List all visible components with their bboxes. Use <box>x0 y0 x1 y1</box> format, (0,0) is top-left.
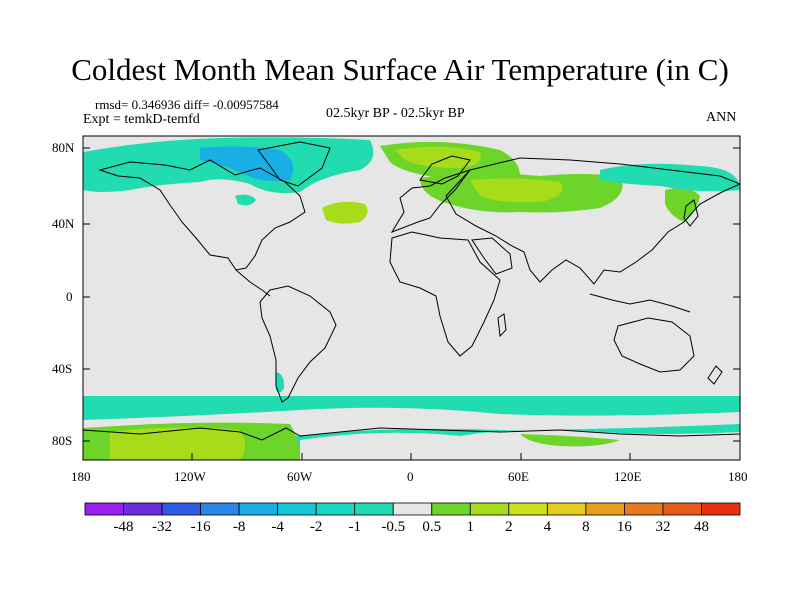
coast-new-zealand <box>707 365 723 385</box>
colorbar-label: -0.5 <box>381 519 406 535</box>
lon-tick-120e: 120E <box>614 469 642 484</box>
coast-europe <box>390 169 472 233</box>
colorbar-swatch <box>392 502 433 516</box>
colorbar-label: -8 <box>232 519 246 535</box>
colorbar-swatch <box>123 502 163 516</box>
coast-north-america <box>98 159 306 271</box>
lat-tick-0: 0 <box>66 289 73 304</box>
colorbar-label: 48 <box>693 519 709 535</box>
colorbar-label: 2 <box>505 519 513 535</box>
experiment-text: Expt = temkD-temfd <box>83 112 200 127</box>
lon-tick-60e: 60E <box>508 469 529 484</box>
colorbar-swatch <box>238 502 279 516</box>
field-europe-yellow <box>395 146 481 168</box>
lat-tick-40s: 40S <box>52 361 73 376</box>
field-atlantic-green <box>322 201 368 224</box>
lon-tick-180e: 180 <box>728 469 748 484</box>
lat-tick-80s: 80S <box>52 433 73 448</box>
coast-africa <box>389 231 501 357</box>
stats-text: rmsd= 0.346936 diff= -0.00957584 <box>95 97 279 112</box>
field-greenland-blue <box>200 146 294 181</box>
field-siberia-yellow <box>470 178 563 203</box>
field-antarctic-neutral <box>300 429 740 460</box>
colorbar-label: 8 <box>582 519 590 535</box>
colorbar-swatch <box>277 502 317 516</box>
coast-indonesia <box>589 293 691 313</box>
colorbar-swatch <box>354 502 394 516</box>
colorbar-label: 32 <box>655 519 671 535</box>
coast-arabia <box>471 237 513 275</box>
lat-tick-80n: 80N <box>52 140 75 155</box>
season-text: ANN <box>706 110 737 125</box>
period-text: 02.5kyr BP - 02.5kyr BP <box>326 106 465 121</box>
chart-title: Coldest Month Mean Surface Air Temperatu… <box>71 52 729 87</box>
field-antarctic-green <box>520 434 620 447</box>
colorbar-label: -2 <box>309 519 323 535</box>
field-canada-cyan <box>235 194 256 206</box>
colorbar-label: -32 <box>152 519 173 535</box>
colorbar-swatch <box>701 502 741 516</box>
colorbar-swatch <box>469 502 510 516</box>
colorbar-swatch <box>200 502 240 516</box>
colorbar-label: 0.5 <box>422 519 442 535</box>
colorbar <box>84 502 741 516</box>
colorbar-swatch <box>315 502 356 516</box>
colorbar-label: -1 <box>348 519 361 535</box>
lon-tick-180w: 180 <box>71 469 91 484</box>
colorbar-label: 1 <box>466 519 475 535</box>
coast-japan <box>683 199 699 227</box>
colorbar-swatch <box>662 502 702 516</box>
field-southern-yellow <box>110 427 245 460</box>
colorbar-label: -48 <box>113 519 134 535</box>
lat-tick-40n: 40N <box>52 216 75 231</box>
colorbar-label: -16 <box>190 519 211 535</box>
colorbar-swatch <box>84 502 124 516</box>
field-patagonia-cyan <box>276 372 285 393</box>
coast-greenland <box>257 141 331 187</box>
colorbar-swatch <box>585 502 625 516</box>
axis-ticks <box>82 147 741 460</box>
coast-australia <box>613 317 695 373</box>
colorbar-swatch <box>624 502 664 516</box>
coast-antarctica <box>83 427 740 441</box>
colorbar-label: 16 <box>616 519 632 535</box>
colorbar-swatch <box>161 502 201 516</box>
coastlines <box>83 141 740 441</box>
colorbar-label: 4 <box>543 519 552 535</box>
field-alaska-cyan <box>100 163 160 178</box>
colorbar-swatch <box>546 502 587 516</box>
coast-asia <box>445 157 740 285</box>
coast-scandinavia <box>419 155 471 185</box>
lon-tick-120w: 120W <box>174 469 206 484</box>
colorbar-label: -4 <box>271 519 284 535</box>
colorbar-swatch <box>431 502 471 516</box>
colorbar-swatch <box>508 502 548 516</box>
coast-central-america <box>235 269 271 297</box>
field-pacific-cyan <box>600 163 740 192</box>
lon-tick-0: 0 <box>407 469 414 484</box>
lon-tick-60w: 60W <box>287 469 313 484</box>
coast-madagascar <box>497 313 507 338</box>
coast-south-america <box>259 285 337 403</box>
